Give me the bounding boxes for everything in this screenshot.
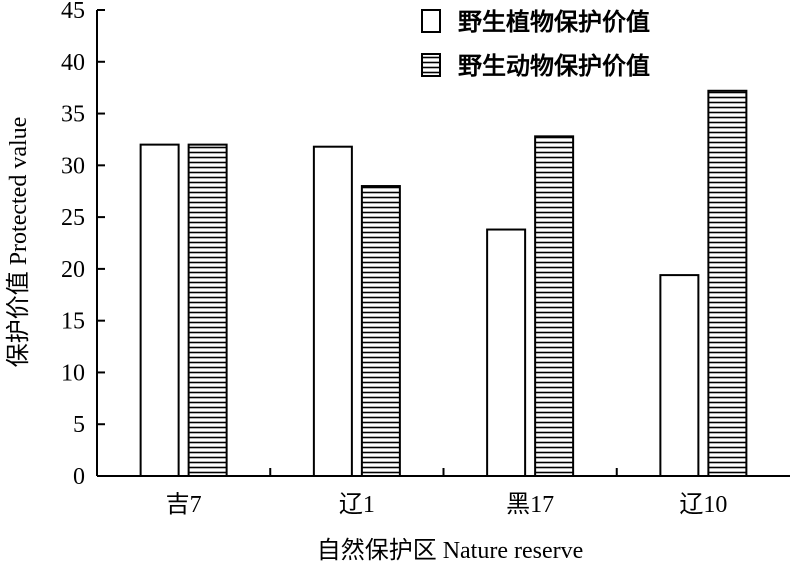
bar-plant-1: [312, 145, 353, 477]
y-tick-label: 40: [61, 50, 85, 76]
y-tick-label: 10: [61, 360, 85, 386]
bar-animal-0: [187, 143, 228, 477]
y-tick-label: 30: [61, 153, 85, 179]
bar-animal-2: [534, 135, 575, 478]
legend-swatch-animal: [421, 53, 441, 77]
bar-plant-2: [486, 228, 527, 477]
y-tick-label: 20: [61, 257, 85, 283]
legend-swatch-plant: [421, 9, 441, 33]
bar-plant-3: [659, 274, 700, 478]
x-tick-label: 辽1: [339, 491, 375, 518]
x-tick-label: 吉7: [166, 491, 202, 518]
legend-item-plant: 野生植物保护价值: [421, 8, 650, 36]
y-tick-label: 0: [73, 464, 85, 490]
bar-animal-1: [360, 185, 401, 478]
y-tick-label: 5: [73, 412, 85, 438]
x-tick-label: 黑17: [506, 492, 554, 518]
bar-plant-0: [139, 143, 180, 477]
y-tick-label: 35: [61, 102, 85, 128]
bar-animal-3: [707, 89, 748, 477]
y-axis-title: 保护价值 Protected value: [5, 117, 32, 368]
bars: [139, 89, 748, 478]
legend-label-plant: 野生植物保护价值: [458, 8, 650, 36]
y-tick-label: 45: [61, 0, 85, 24]
legend: 野生植物保护价值 野生动物保护价值: [421, 8, 650, 80]
x-tick-label: 辽10: [679, 491, 727, 518]
x-axis-title: 自然保护区 Nature reserve: [317, 537, 584, 564]
y-axis: 0 5 10 15 20 25 30 35 40 45: [61, 0, 105, 490]
y-tick-label: 15: [61, 309, 85, 335]
legend-item-animal: 野生动物保护价值: [421, 52, 650, 80]
y-tick-label: 25: [61, 205, 85, 231]
legend-label-animal: 野生动物保护价值: [458, 52, 650, 80]
